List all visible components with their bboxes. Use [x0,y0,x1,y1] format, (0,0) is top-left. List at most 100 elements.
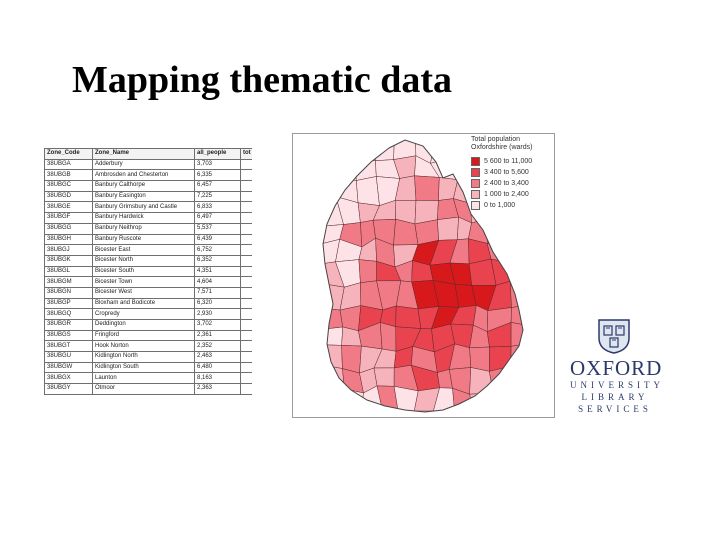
table-cell [240,308,252,320]
table-row: 38UBGL Bicester South 4,351 [44,265,252,278]
ward-polygon [486,217,517,247]
table-cell: 38UBGB [44,169,93,182]
table-cell: 6,833 [194,201,241,214]
table-row: 38UBGC Banbury Calthorpe 6,457 [44,180,252,192]
legend-subtitle: Oxfordshire (wards) [471,144,533,151]
legend-item: 0 to 1,000 [471,200,553,211]
table-row: 38UBGA Adderbury 3,703 [44,158,252,171]
table-cell: 7,225 [194,190,241,203]
table-cell [240,169,252,182]
table-cell: 2,363 [194,383,241,395]
table-cell [240,222,252,235]
table-row: 38UBGH Banbury Ruscote 6,439 [44,233,252,246]
table-row: 38UBGD Banbury Easington 7,225 [44,190,252,203]
ward-polygon [509,263,523,290]
legend-swatch [471,168,480,177]
table-row: 38UBGX Launton 8,163 [44,372,252,385]
table-row: 38UBGU Kidlington North 2,463 [44,351,252,363]
legend-swatch [471,190,480,199]
ward-polygon [323,344,343,369]
table-cell: 6,497 [194,212,241,224]
table-cell: 3,702 [194,319,241,331]
table-cell [240,201,252,214]
table-cell: 6,320 [194,297,241,310]
county-boundary [322,139,524,413]
table-row: 38UBGP Bloxham and Bodicote 6,320 [44,297,252,310]
ward-polygon [323,326,344,346]
table-row: 38UBGN Bicester West 7,571 [44,286,252,299]
table-cell: 4,604 [194,276,241,288]
table-cell [240,329,252,342]
table-cell: 7,571 [194,286,241,299]
table-row: 38UBGW Kidlington South 6,480 [44,361,252,374]
ward-polygon [469,392,494,412]
table-cell: Otmoor [92,383,195,395]
table-cell: 38UBGD [44,190,93,203]
table-cell: 2,930 [194,308,241,320]
table-cell: 6,752 [194,244,241,256]
ward-polygon [356,176,380,206]
legend-item: 5 600 to 11,000 [471,156,553,167]
table-cell: Ambrosden and Chesterton [92,169,195,182]
data-table: Zone_Code Zone_Name all_people tot 38UBGA Ad… [44,148,252,395]
table-cell: 38UBGH [44,233,93,246]
table-cell: Banbury Neithrop [92,222,195,235]
table-row: 38UBGJ Bicester East 6,752 [44,244,252,256]
table-cell: Fringford [92,329,195,342]
table-cell: 38UBGG [44,222,93,235]
legend-label: 2 400 to 3,400 [484,180,529,187]
table-cell: 6,335 [194,169,241,182]
table-cell: 38UBGT [44,340,93,353]
table-cell: 6,480 [194,361,241,374]
table-cell: Hook Norton [92,340,195,353]
table-cell [240,190,252,203]
ward-polygon [323,140,344,161]
table-cell: 4,351 [194,265,241,278]
table-cell [240,276,252,288]
table-cell: 6,352 [194,254,241,267]
ward-polygon [379,322,397,352]
table-cell: 38UBGN [44,286,93,299]
legend-title: Total population [471,136,521,143]
table-cell: 6,457 [194,180,241,192]
table-row: 38UBGS Fringford 2,361 [44,329,252,342]
legend-item: 3 400 to 5,600 [471,167,553,178]
ward-polygon [510,343,523,371]
table-row: 38UBGF Banbury Hardwick 6,497 [44,212,252,224]
table-cell: Deddington [92,319,195,331]
ward-polygon [489,346,512,372]
legend-label: 0 to 1,000 [484,202,516,209]
table-cell [240,297,252,310]
slide-title: Mapping thematic data [72,59,452,101]
table-cell: Banbury Calthorpe [92,180,195,192]
table-cell: 6,439 [194,233,241,246]
logo-library: LIBRARY [581,392,649,402]
table-row: 38UBGQ Cropredy 2,930 [44,308,252,320]
ward-polygon [514,221,523,247]
table-cell: Banbury Easington [92,190,195,203]
legend-swatch [471,179,480,188]
table-cell: Kidlington South [92,361,195,374]
table-cell: Banbury Grimsbury and Castle [92,201,195,214]
table-cell: Banbury Hardwick [92,212,195,224]
logo-services: SERVICES [578,404,652,414]
table-cell: Bicester West [92,286,195,299]
table-cell: Launton [92,372,195,385]
table-cell: Kidlington North [92,351,195,363]
ward-polygon [323,156,346,180]
table-cell: Bicester Town [92,276,195,288]
ward-polygon [373,367,395,387]
table-cell: Adderbury [92,158,195,171]
ward-polygon [358,259,377,283]
table-cell [240,361,252,374]
table-cell [240,254,252,267]
table-cell: 38UBGA [44,158,93,171]
table-row: 38UBGM Bicester Town 4,604 [44,276,252,288]
map-legend: Total population Oxfordshire (wards) 5 6… [471,136,553,211]
table-cell [240,383,252,395]
legend-label: 1 000 to 2,400 [484,191,529,198]
table-cell: 38UBGF [44,212,93,224]
legend-item: 1 000 to 2,400 [471,189,553,200]
oxfordshire-ward-map [322,139,524,413]
table-cell: Cropredy [92,308,195,320]
